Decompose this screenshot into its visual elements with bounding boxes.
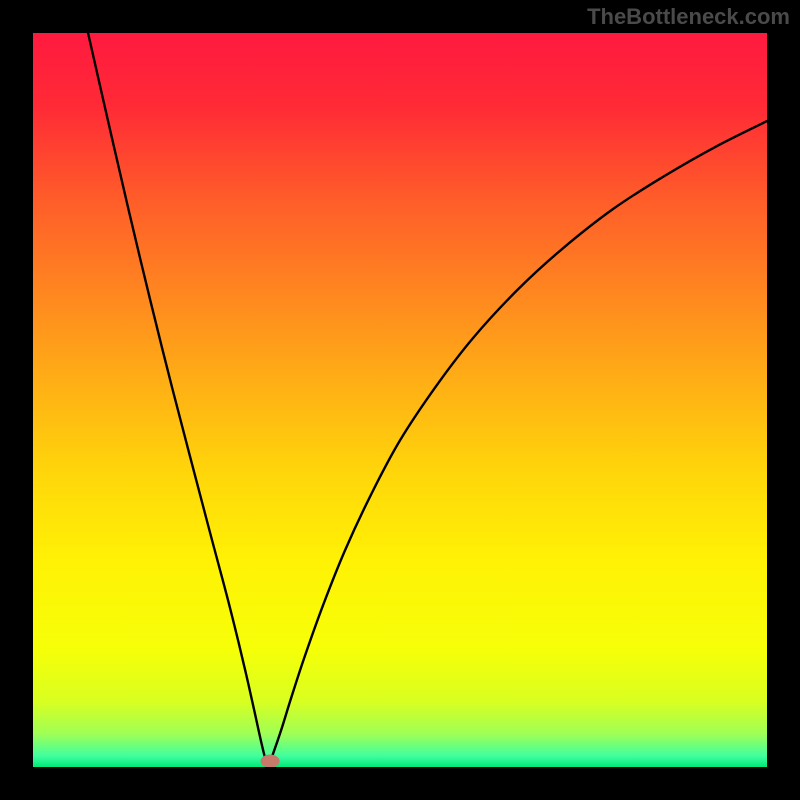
- gradient-background: [33, 33, 767, 767]
- plot-area: [33, 33, 767, 767]
- chart-container: TheBottleneck.com: [0, 0, 800, 800]
- watermark-text: TheBottleneck.com: [587, 4, 790, 30]
- chart-svg: [33, 33, 767, 767]
